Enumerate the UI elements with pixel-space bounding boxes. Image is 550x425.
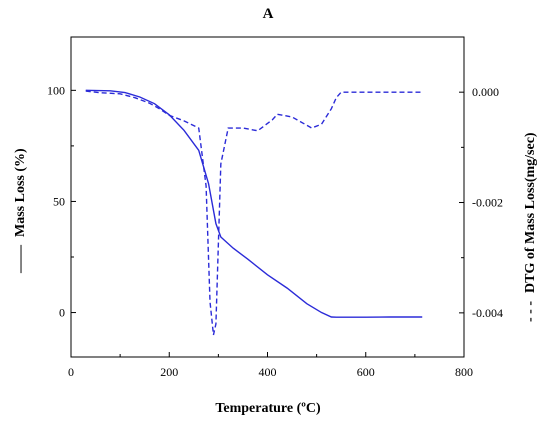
mass-loss-line bbox=[85, 89, 423, 318]
right-axis-label-group: - - - DTG of Mass Loss(mg/sec) bbox=[523, 132, 538, 322]
x-tick-label: 800 bbox=[455, 365, 473, 379]
right-y-axis-ticks: 0.000 -0.002 -0.004 bbox=[459, 85, 503, 320]
left-y-axis-label: Mass Loss (%) bbox=[13, 148, 28, 237]
x-axis-label: Temperature (ºC) bbox=[215, 401, 321, 416]
left-y-axis-ticks: 0 50 100 bbox=[47, 83, 76, 320]
left-y-tick-label: 50 bbox=[53, 194, 65, 208]
right-y-axis-label: DTG of Mass Loss(mg/sec) bbox=[523, 132, 538, 293]
x-axis-ticks: 0 200 400 600 800 bbox=[68, 352, 473, 379]
right-y-tick-label: -0.002 bbox=[472, 196, 503, 210]
dtg-dashed-line bbox=[85, 90, 423, 336]
right-y-tick-label: 0.000 bbox=[472, 85, 499, 99]
x-tick-label: 400 bbox=[259, 365, 277, 379]
chart-title: A bbox=[263, 6, 274, 22]
x-tick-label: 600 bbox=[357, 365, 375, 379]
right-legend-glyph: - - - bbox=[523, 301, 538, 322]
right-y-tick-label: -0.004 bbox=[472, 306, 503, 320]
plot-frame bbox=[70, 36, 465, 358]
left-axis-label-group: —— Mass Loss (%) bbox=[13, 148, 28, 274]
left-y-tick-label: 100 bbox=[47, 83, 65, 97]
left-legend-glyph: —— bbox=[13, 244, 28, 274]
x-tick-label: 200 bbox=[160, 365, 178, 379]
x-tick-label: 0 bbox=[68, 365, 74, 379]
left-y-tick-label: 0 bbox=[59, 306, 65, 320]
